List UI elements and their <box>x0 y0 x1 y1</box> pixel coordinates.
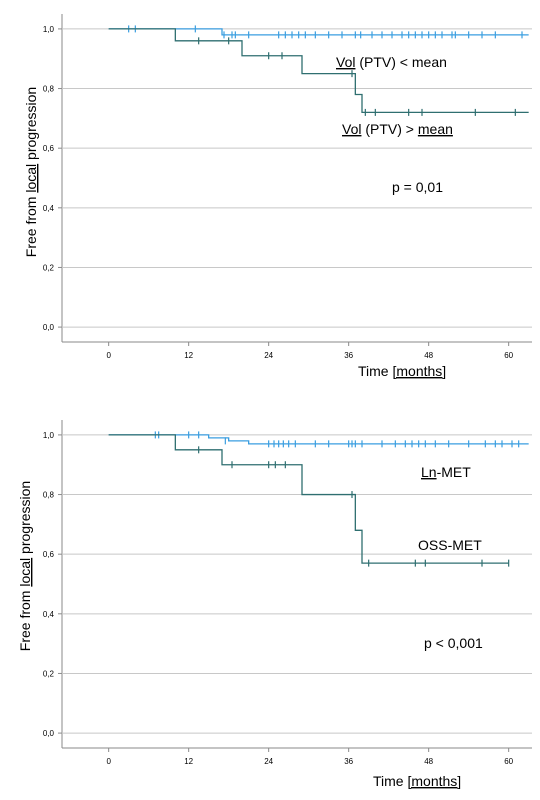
series-label-part: Vol <box>342 121 361 137</box>
y-tick-label: 0,4 <box>43 204 55 213</box>
y-tick-label: 0,0 <box>43 729 55 738</box>
x-tick-label: 36 <box>344 757 353 766</box>
y-tick-label: 1,0 <box>43 25 55 34</box>
x-tick-label: 12 <box>184 757 193 766</box>
x-tick-label: 48 <box>424 351 433 360</box>
survival-curve-series-1 <box>108 434 529 445</box>
survival-curve-series-2 <box>108 434 509 564</box>
y-tick-label: 0,0 <box>43 323 55 332</box>
series-label-part: -MET <box>437 464 472 480</box>
y-axis-label: Free from local progression <box>17 481 33 651</box>
y-axis-label-part: progression <box>17 481 33 558</box>
x-axis-label: Time [months] <box>373 773 461 789</box>
y-axis-label-part: Free from <box>23 193 39 258</box>
y-tick-label: 1,0 <box>43 431 55 440</box>
x-tick-label: 48 <box>424 757 433 766</box>
y-axis-label-part: local <box>17 558 33 587</box>
x-tick-label: 0 <box>106 351 111 360</box>
series-label-part: (PTV) > <box>361 121 417 137</box>
series-label-1: Vol (PTV) < mean <box>336 54 447 70</box>
x-tick-label: 24 <box>264 757 273 766</box>
x-tick-label: 60 <box>504 351 513 360</box>
y-tick-label: 0,2 <box>43 263 55 272</box>
survival-curve-series-2 <box>108 28 529 114</box>
y-tick-label: 0,2 <box>43 669 55 678</box>
x-axis-label: Time [months] <box>358 363 446 379</box>
y-tick-label: 0,4 <box>43 610 55 619</box>
y-axis-label-part: progression <box>23 87 39 164</box>
series-label-part: Vol <box>336 54 355 70</box>
x-axis-label-part: [months] <box>392 363 446 379</box>
x-axis-label-part: [months] <box>407 773 461 789</box>
series-label-part: (PTV) < mean <box>355 54 446 70</box>
p-value-annotation: p < 0,001 <box>424 635 483 651</box>
y-axis-label-part: local <box>23 164 39 193</box>
x-tick-label: 36 <box>344 351 353 360</box>
p-value-annotation: p = 0,01 <box>392 179 443 195</box>
km-chart-top: 0,0 0,2 0,4 0,6 0,8 1,0 0 12 24 36 48 60 Vol (PTV) <… <box>23 14 532 379</box>
y-tick-label: 0,6 <box>43 144 55 153</box>
y-axis-label-part: Free from <box>17 587 33 652</box>
survival-curve-series-1 <box>108 28 529 36</box>
x-tick-label: 24 <box>264 351 273 360</box>
y-tick-label: 0,6 <box>43 550 55 559</box>
km-chart-bottom: 0,0 0,2 0,4 0,6 0,8 1,0 0 12 24 36 48 60 Ln-MET OSS-M… <box>17 420 532 789</box>
series-label-1: Ln-MET <box>421 464 471 480</box>
x-axis-label-part: Time <box>358 363 392 379</box>
chart-panel-bottom: 0,0 0,2 0,4 0,6 0,8 1,0 0 12 24 36 48 60 Ln-MET OSS-M… <box>0 400 540 800</box>
x-tick-label: 12 <box>184 351 193 360</box>
series-label-2: Vol (PTV) > mean <box>342 121 453 137</box>
series-label-2: OSS-MET <box>418 537 482 553</box>
x-tick-label: 60 <box>504 757 513 766</box>
y-tick-label: 0,8 <box>43 491 55 500</box>
x-axis-label-part: Time <box>373 773 407 789</box>
series-label-part: Ln <box>421 464 437 480</box>
series-label-part: mean <box>418 121 453 137</box>
series-label-part: OSS-MET <box>418 537 482 553</box>
y-tick-label: 0,8 <box>43 85 55 94</box>
chart-panel-top: 0,0 0,2 0,4 0,6 0,8 1,0 0 12 24 36 48 60 Vol (PTV) <… <box>23 14 532 379</box>
y-axis-label: Free from local progression <box>23 87 39 257</box>
x-tick-label: 0 <box>106 757 111 766</box>
